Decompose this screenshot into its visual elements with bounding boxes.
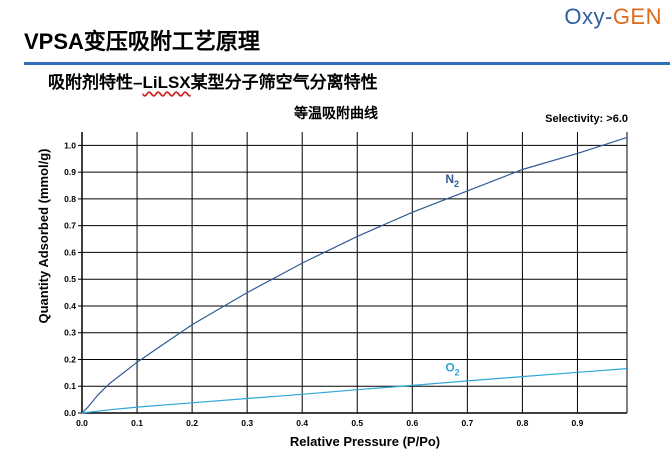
x-tick-label: 0.3 (241, 418, 253, 428)
x-axis-label: Relative Pressure (P/Po) (290, 434, 440, 449)
x-tick-label: 0.5 (351, 418, 363, 428)
series-label-subscript: 2 (454, 179, 459, 189)
x-tick-label: 0.9 (572, 418, 584, 428)
y-tick-labels: 0.0 0.1 0.2 0.3 0.4 0.5 0.6 0.7 0.8 0.9 1.0 (64, 140, 76, 418)
x-tick-label: 0.7 (461, 418, 473, 428)
y-tick-label: 0.9 (64, 167, 76, 177)
y-tick-label: 0.1 (64, 381, 76, 391)
subtitle-part-3: 某型分子筛空气分离特性 (190, 73, 378, 92)
slide-title: VPSA变压吸附工艺原理 (24, 29, 260, 54)
y-tick-label: 0.8 (64, 194, 76, 204)
logo-text-gen: GEN (612, 4, 662, 29)
chart-title: 等温吸附曲线 (294, 105, 378, 121)
y-tick-label: 0.4 (64, 301, 76, 311)
series-label-n2: N2 (445, 172, 459, 189)
y-tick-label: 0.7 (64, 221, 76, 231)
series-label-o2: O2 (445, 361, 459, 378)
x-tick-labels: 0.0 0.1 0.2 0.3 0.4 0.5 0.6 0.7 0.8 0.9 (76, 418, 584, 428)
y-tick-label: 0.2 (64, 354, 76, 364)
x-tick-label: 0.0 (76, 418, 88, 428)
series-label-subscript: 2 (455, 368, 460, 378)
y-tick-label: 0.3 (64, 328, 76, 338)
oxy-gen-logo: Oxy-GEN (564, 4, 662, 30)
y-tick-label: 1.0 (64, 140, 76, 150)
series-label-main: O (445, 361, 454, 375)
slide-subtitle: 吸附剂特性–LiLSX某型分子筛空气分离特性 (48, 68, 378, 93)
y-axis-label: Quantity Adsorbed (mmol/g) (36, 148, 51, 323)
x-tick-label: 0.1 (131, 418, 143, 428)
series-line-o2 (81, 368, 628, 414)
series-label-main: N (445, 172, 454, 186)
x-tick-label: 0.6 (406, 418, 418, 428)
series-line-n2 (81, 136, 628, 414)
subtitle-part-1: 吸附剂特性– (48, 73, 143, 92)
series-lines (81, 136, 628, 414)
grid-lines (81, 132, 628, 414)
x-tick-label: 0.8 (516, 418, 528, 428)
title-divider (24, 62, 670, 65)
y-tick-label: 0.0 (64, 408, 76, 418)
x-tick-label: 0.4 (296, 418, 308, 428)
axes (78, 132, 627, 414)
logo-text-oxy: Oxy- (564, 4, 613, 29)
selectivity-annotation: Selectivity: >6.0 (545, 113, 628, 125)
y-tick-label: 0.6 (64, 247, 76, 257)
y-tick-label: 0.5 (64, 274, 76, 284)
x-tick-label: 0.2 (186, 418, 198, 428)
subtitle-part-2: LiLSX (142, 73, 191, 92)
